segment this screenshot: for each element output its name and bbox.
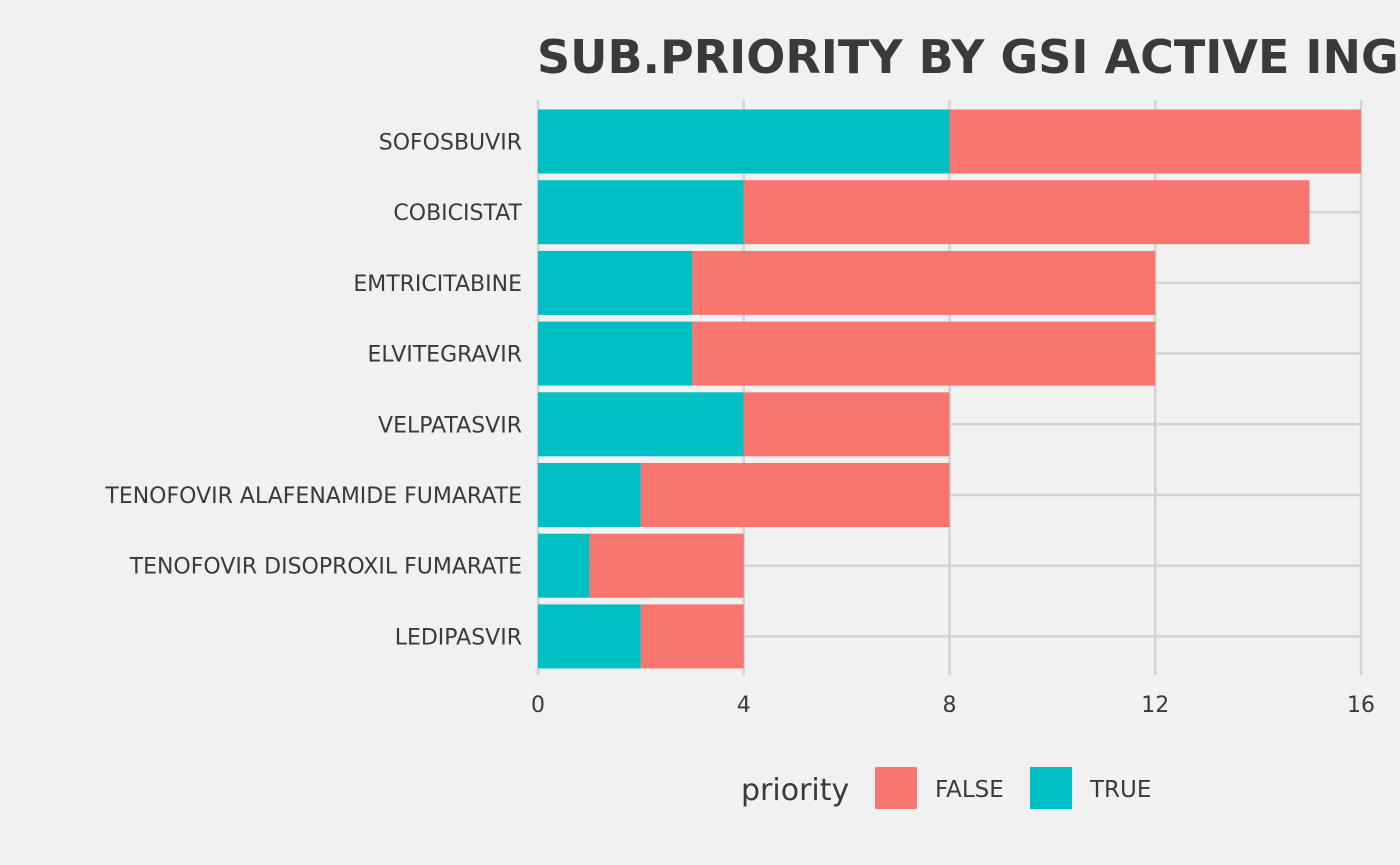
legend-swatch [875, 767, 917, 809]
legend: priority FALSE TRUE [741, 767, 1151, 809]
legend-title: priority [741, 773, 849, 808]
y-tick-label: ELVITEGRAVIR [367, 343, 522, 368]
bar-true [538, 463, 641, 527]
legend-label: FALSE [935, 777, 1004, 803]
bar-true [538, 392, 744, 457]
y-axis-labels: SOFOSBUVIR COBICISTAT EMTRICITABINE ELVITEG… [104, 131, 522, 651]
y-tick-label: EMTRICITABINE [353, 272, 522, 297]
x-axis-ticks: 0 4 8 12 16 [531, 693, 1375, 718]
bar-false [949, 109, 1361, 174]
bar-false [640, 604, 744, 669]
x-tick-label: 4 [737, 693, 751, 718]
x-tick-label: 0 [531, 693, 545, 718]
chart-title: SUB.PRIORITY BY GSI ACTIVE INGREDIENT [537, 30, 1400, 84]
y-tick-label: COBICISTAT [393, 201, 522, 226]
bar-true [538, 533, 590, 598]
y-tick-label: TENOFOVIR DISOPROXIL FUMARATE [129, 555, 522, 580]
bar-true [538, 604, 641, 669]
bar-true [538, 321, 693, 386]
bar-false [640, 463, 950, 527]
x-tick-label: 16 [1347, 693, 1375, 718]
y-tick-label: TENOFOVIR ALAFENAMIDE FUMARATE [104, 484, 522, 509]
legend-swatch [1030, 767, 1072, 809]
bar-true [538, 250, 693, 315]
bar-false [589, 533, 744, 598]
x-tick-label: 12 [1141, 693, 1169, 718]
bar-false [743, 392, 950, 457]
y-tick-label: VELPATASVIR [378, 413, 522, 438]
legend-label: TRUE [1089, 777, 1151, 803]
bar-true [538, 109, 950, 174]
bar-false [743, 180, 1310, 245]
bars-layer [538, 109, 1361, 669]
bar-false [692, 250, 1156, 315]
bar-true [538, 180, 744, 245]
x-tick-label: 8 [943, 693, 957, 718]
y-tick-label: LEDIPASVIR [395, 625, 522, 650]
y-tick-label: SOFOSBUVIR [379, 131, 522, 156]
bar-false [692, 321, 1156, 386]
